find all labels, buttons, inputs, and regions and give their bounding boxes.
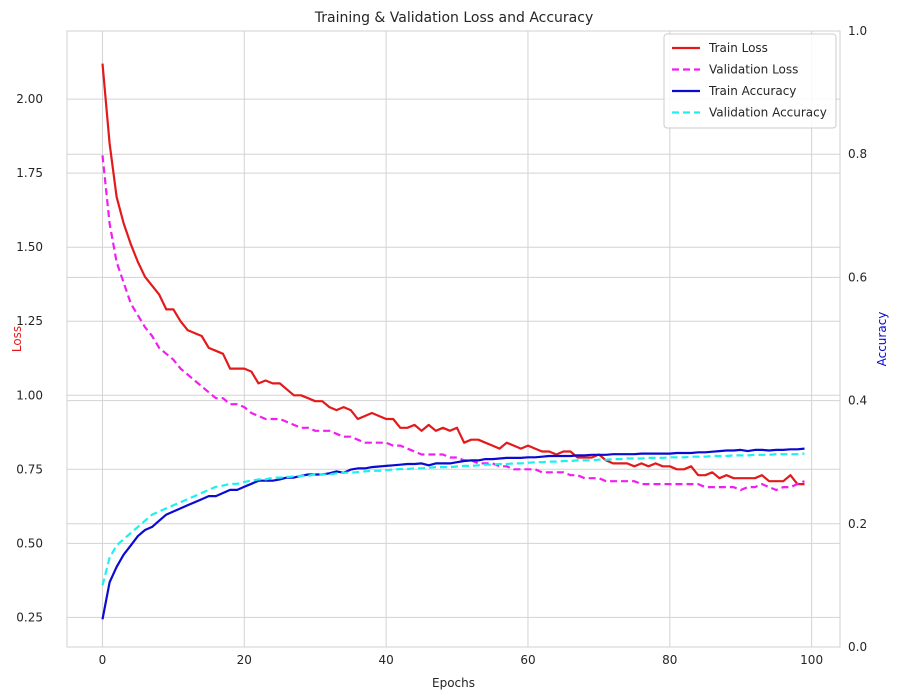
x-tick-label: 100: [800, 653, 823, 667]
y-right-tick-label: 0.2: [848, 517, 867, 531]
legend-train-loss-label: Train Loss: [708, 41, 768, 55]
legend: Train Loss Validation Loss Train Accuracy V…: [663, 33, 837, 129]
train-accuracy-line: [101, 447, 805, 620]
tick-labels: 0 20 40 60 80 100 0.25 0.50 0.75 1.00 1.25 1.50 1.75…: [16, 24, 867, 667]
y-left-tick-label: 0.25: [16, 610, 43, 624]
y-left-tick-label: 1.25: [16, 314, 43, 328]
legend-train-accuracy-label: Train Accuracy: [708, 84, 796, 98]
y-right-tick-label: 0.6: [848, 270, 867, 284]
y-right-tick-label: 0.4: [848, 394, 867, 408]
legend-validation-accuracy-label: Validation Accuracy: [709, 106, 827, 120]
y-left-tick-label: 0.50: [16, 536, 43, 550]
y-left-tick-label: 1.75: [16, 166, 43, 180]
x-axis-label: Epochs: [432, 676, 475, 690]
plot-frame: [66, 30, 841, 648]
y-left-tick-label: 2.00: [16, 92, 43, 106]
y-axis-label-loss: Loss: [10, 326, 24, 352]
validation-accuracy-line: [101, 452, 805, 586]
chart-title: Training & Validation Loss and Accuracy: [314, 10, 594, 26]
y-axis-label-accuracy: Accuracy: [875, 312, 889, 367]
series-lines: [101, 63, 805, 620]
train-loss-line: [101, 63, 805, 486]
y-right-tick-label: 0.8: [848, 147, 867, 161]
x-tick-label: 40: [378, 653, 393, 667]
x-tick-label: 60: [520, 653, 535, 667]
y-left-tick-label: 0.75: [16, 462, 43, 476]
x-tick-label: 20: [237, 653, 252, 667]
legend-box: [663, 33, 837, 129]
y-right-tick-label: 0.0: [848, 640, 867, 654]
y-left-tick-label: 1.00: [16, 388, 43, 402]
legend-validation-loss-label: Validation Loss: [709, 63, 798, 77]
x-tick-label: 0: [99, 653, 107, 667]
y-right-tick-label: 1.0: [848, 24, 867, 38]
y-left-tick-label: 1.50: [16, 240, 43, 254]
x-tick-label: 80: [662, 653, 677, 667]
validation-loss-line: [101, 155, 805, 492]
